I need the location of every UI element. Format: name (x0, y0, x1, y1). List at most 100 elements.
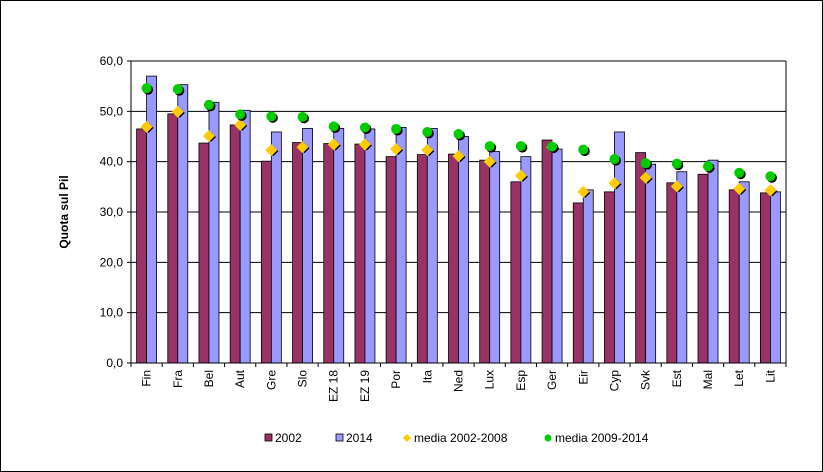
marker-2009-2014-Lit (765, 171, 776, 182)
bar-2002-Slo (292, 142, 303, 364)
legend-label: media 2009-2014 (555, 431, 649, 445)
bar-2002-Ita (416, 154, 428, 364)
bar-2002-Cyp (604, 191, 615, 364)
x-tick-labels: Fin Fra Bel Aut Gre Slo EZ 18 EZ 19 Por Ita Ned Lux… (140, 369, 778, 402)
marker-2009-2014-Gre (266, 111, 277, 122)
marker-2009-2014-Lux (484, 141, 495, 152)
markers (140, 83, 778, 198)
y-tick-labels: 0,0 10,0 20,0 30,0 40,0 50,0 60,0 (100, 54, 124, 370)
y-tick-label: 60,0 (100, 54, 124, 68)
bar-2002-Fra (167, 113, 179, 364)
bar-2002-EZ 19 (354, 143, 366, 364)
legend-swatch-media 2002-2008 (403, 434, 411, 442)
bar-2014-Est (676, 171, 688, 364)
x-tick-label: Ita (420, 370, 434, 384)
legend-label: media 2002-2008 (414, 431, 508, 445)
marker-2009-2014-Por (391, 123, 402, 134)
marker-2009-2014-Bel (203, 99, 214, 110)
marker-2002-2008-Svk (639, 171, 652, 184)
x-tick-label: Est (670, 369, 684, 387)
marker-2002-2008-Fra (171, 105, 184, 118)
bar-2002-Aut (229, 124, 241, 364)
marker-2009-2014-Let (734, 167, 745, 178)
marker-2009-2014-Mal (703, 161, 714, 172)
marker-2002-2008-EZ 19 (358, 138, 371, 151)
bar-2002-Por (385, 156, 397, 364)
x-tick-label: EZ 18 (327, 370, 341, 402)
legend-swatch-2014 (335, 433, 344, 442)
bar-2014-Mal (707, 159, 719, 364)
y-tick-label: 0,0 (106, 356, 123, 370)
bar-2014-Esp (520, 156, 532, 364)
marker-2002-2008-Gre (265, 144, 278, 157)
marker-2009-2014-Ger (547, 141, 558, 152)
x-tick-label: Lux (483, 370, 497, 389)
x-tick-label: Let (732, 369, 746, 386)
bar-2014-Ned (458, 136, 469, 364)
marker-2002-2008-Slo (296, 141, 309, 154)
x-tick-label: Svk (639, 369, 653, 390)
legend-swatch-media 2009-2014 (544, 434, 552, 442)
marker-2002-2008-EZ 18 (327, 138, 340, 151)
x-tick-label: Aut (233, 369, 247, 388)
marker-2009-2014-Ned (453, 128, 464, 139)
bar-2002-Ned (448, 153, 459, 364)
bar-2014-Por (395, 127, 407, 364)
legend: 2002 2014 media 2002-2008 media 2009-2014 (264, 431, 649, 445)
bar-2014-Svk (645, 163, 657, 364)
bar-2014-Cyp (614, 131, 625, 364)
bar-2014-Fin (146, 75, 157, 364)
marker-2002-2008-Let (733, 182, 746, 195)
marker-2002-2008-Esp (514, 169, 527, 182)
bar-2002-Lux (479, 159, 491, 364)
bar-2014-Eir (582, 189, 594, 364)
bar-2014-Fra (177, 84, 189, 364)
bar-2002-Fin (136, 128, 147, 364)
bar-2002-Esp (510, 181, 522, 364)
bar-2002-Bel (198, 142, 210, 364)
y-tick-label: 30,0 (100, 205, 124, 219)
marker-2009-2014-Esp (515, 141, 526, 152)
bar-2014-Gre (270, 131, 282, 364)
bar-2014-Lux (489, 151, 501, 364)
bar-2014-Aut (239, 109, 251, 364)
bar-2002-Let (728, 189, 740, 364)
marker-2009-2014-Svk (640, 158, 651, 169)
x-tick-label: Ger (545, 370, 559, 390)
marker-2009-2014-Fin (141, 83, 152, 94)
x-tick-label: Slo (296, 370, 310, 388)
bar-2002-Lit (760, 192, 771, 364)
marker-2009-2014-Slo (297, 111, 308, 122)
bars (136, 75, 781, 364)
bar-2014-Let (738, 181, 750, 364)
marker-2009-2014-Fra (172, 84, 183, 95)
y-tick-label: 20,0 (100, 255, 124, 269)
bar-2014-EZ 19 (364, 128, 376, 364)
legend-label: 2002 (275, 431, 302, 445)
bar-2014-Ger (551, 148, 563, 364)
x-tick-label: Por (389, 370, 403, 389)
y-axis-label: Quota sul Pil (57, 175, 71, 248)
bar-2002-EZ 18 (323, 143, 335, 364)
bar-2002-Gre (260, 160, 272, 364)
marker-2002-2008-Por (390, 143, 403, 156)
marker-2009-2014-Aut (235, 109, 246, 120)
marker-2002-2008-Est (670, 180, 683, 193)
x-tick-label: Fra (171, 370, 185, 388)
x-tick-label: Cyp (607, 370, 621, 392)
x-tick-label: Bel (202, 370, 216, 387)
legend-swatch-2002 (264, 433, 273, 442)
x-tick-label: Eir (576, 370, 590, 385)
marker-2002-2008-Eir (577, 185, 590, 198)
x-tick-label: Ned (452, 370, 466, 392)
x-tick-label: Esp (514, 370, 528, 391)
axes (127, 60, 787, 367)
marker-2009-2014-Est (671, 158, 682, 169)
bar-2014-Ita (426, 128, 438, 364)
marker-2002-2008-Lux (483, 155, 496, 168)
bar-2002-Eir (572, 202, 584, 364)
y-tick-label: 40,0 (100, 155, 124, 169)
marker-2002-2008-Aut (234, 118, 247, 131)
marker-2009-2014-Ita (422, 126, 433, 137)
